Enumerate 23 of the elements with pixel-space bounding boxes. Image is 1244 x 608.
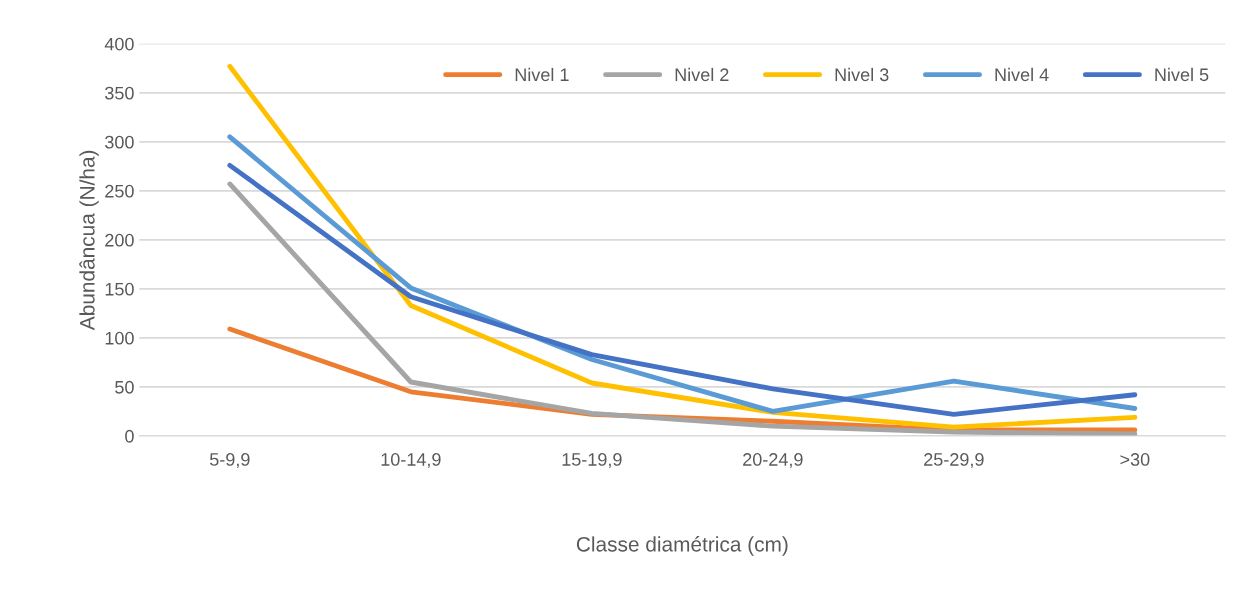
y-tick-label: 250: [105, 184, 134, 198]
y-tick-label: 400: [104, 37, 134, 51]
x-axis-title: Classe diamétrica (cm): [576, 536, 788, 556]
y-tick-label: 100: [105, 331, 134, 345]
y-axis-title: Abundâncua (N/ha): [79, 150, 99, 331]
legend-label: Nivel 3: [835, 67, 889, 82]
x-tick-label: 10-14,9: [381, 453, 441, 468]
y-tick-label: 50: [115, 380, 134, 394]
legend-label: Nivel 2: [675, 67, 729, 82]
legend-label: Nivel 1: [515, 67, 569, 82]
y-tick-label: 300: [105, 135, 134, 149]
x-tick-label: 20-24,9: [743, 453, 803, 468]
y-tick-label: 200: [105, 233, 134, 247]
line-series: [227, 63, 1138, 430]
x-tick-label: 25-29,9: [924, 453, 984, 468]
x-tick-label: >30: [1120, 453, 1150, 466]
legend-label: Nivel 5: [1155, 67, 1209, 82]
y-tick-label: 150: [105, 282, 134, 296]
y-tick-label: 350: [105, 86, 134, 100]
x-tick-label: 5-9,9: [209, 453, 250, 468]
legend-label: Nivel 4: [995, 67, 1049, 82]
y-tick-label: 0: [125, 429, 134, 443]
x-tick-label: 15-19,9: [562, 453, 622, 468]
